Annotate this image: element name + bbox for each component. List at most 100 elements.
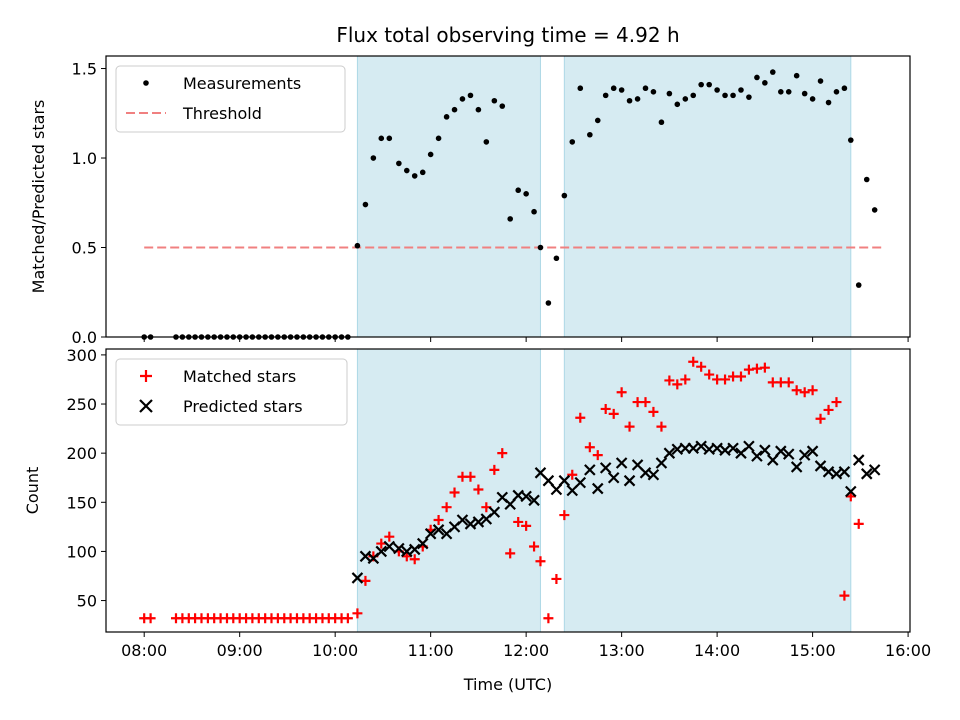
measurement-point [634, 96, 641, 102]
x-tick-label: 13:00 [599, 641, 645, 660]
x-tick-label: 09:00 [217, 641, 263, 660]
predicted-star-point [647, 469, 660, 481]
measurement-point [871, 207, 878, 213]
matched-star-point [823, 404, 834, 415]
matched-star-point [376, 538, 387, 549]
measurement-point [587, 131, 593, 138]
matched-star-point [839, 590, 850, 601]
predicted-star-point [806, 445, 819, 457]
predicted-star-point [751, 450, 763, 462]
x-tick-label: 11:00 [408, 641, 454, 660]
predicted-star-point [663, 447, 676, 459]
predicted-star-point [845, 485, 857, 498]
matched-star-point [815, 413, 826, 424]
y-tick-label: 50 [77, 592, 97, 611]
y-tick-label: 1.5 [72, 60, 97, 79]
measurement-point [435, 135, 442, 142]
y-tick-label: 1.0 [72, 149, 97, 168]
y-axis-label: Count [23, 467, 42, 515]
predicted-star-point [393, 542, 405, 555]
measurement-point [569, 139, 576, 145]
measurement-point [785, 88, 792, 95]
shaded-interval-2 [563, 348, 852, 633]
measurement-point [561, 192, 568, 199]
matched-star-point [384, 531, 395, 542]
matched-star-point [489, 464, 500, 475]
y-tick-label: 250 [66, 395, 97, 414]
predicted-star-point [798, 449, 811, 461]
measurement-point [817, 78, 824, 84]
measurement-point [682, 96, 689, 102]
matched-star-point [672, 379, 683, 390]
matched-star-point [584, 442, 595, 453]
matched-star-point [783, 377, 794, 388]
y-tick-label: 0.0 [72, 328, 97, 347]
measurement-point [386, 135, 393, 142]
measurement-point [491, 97, 498, 104]
measurement-point [378, 135, 385, 142]
measurement-point [483, 139, 490, 145]
measurement-point [642, 85, 649, 92]
predicted-star-point [655, 457, 668, 469]
chart-title: Flux total observing time = 4.92 h [336, 23, 679, 47]
measurement-point [499, 103, 506, 109]
matched-star-point [845, 491, 856, 502]
matched-star-point [513, 516, 524, 527]
measurement-point [833, 88, 840, 95]
predicted-star-point [375, 545, 388, 558]
measurement-point [658, 119, 665, 126]
measurement-point [825, 99, 832, 106]
matched-star-point [342, 613, 353, 624]
legend-label: Matched stars [183, 367, 296, 386]
predicted-star-point [695, 440, 707, 453]
matched-star-point [735, 371, 746, 382]
matched-star-point [759, 362, 770, 373]
measurement-point [618, 87, 625, 93]
measurement-point [443, 114, 450, 120]
measurement-point [419, 169, 426, 176]
measurement-point [610, 85, 617, 92]
predicted-star-point [767, 454, 779, 466]
measurement-point [467, 92, 474, 99]
measurement-point [722, 92, 728, 99]
x-tick-label: 08:00 [121, 641, 167, 660]
matched-star-point [409, 554, 420, 565]
measurement-point [690, 92, 697, 99]
predicted-star-point [615, 457, 628, 469]
measurement-point [545, 300, 552, 306]
measurement-point [674, 101, 681, 108]
axes-frame [105, 348, 911, 633]
measurement-point [475, 106, 482, 113]
measurement-point [714, 87, 720, 93]
predicted-star-point [759, 444, 771, 456]
predicted-star-point [623, 474, 636, 487]
legend-marker-plus [140, 370, 152, 382]
shaded-interval-2 [563, 55, 852, 338]
measurement-point [370, 155, 377, 161]
measurement-point [793, 72, 800, 79]
measurement-point [537, 244, 544, 251]
predicted-star-point [607, 471, 620, 484]
matched-star-point [664, 375, 675, 386]
measurement-point [515, 187, 522, 194]
matched-star-point [696, 361, 707, 372]
measurement-point [754, 74, 760, 81]
matched-star-point [543, 613, 554, 624]
predicted-star-point [408, 543, 421, 556]
predicted-star-point [528, 494, 540, 507]
matched-star-point [449, 487, 460, 498]
measurement-point [396, 160, 402, 167]
measurement-point [553, 255, 560, 262]
measurement-point [769, 69, 776, 75]
matched-star-point [433, 514, 444, 525]
predicted-star-point [860, 468, 873, 480]
matched-star-point [807, 385, 818, 396]
matched-star-point [600, 403, 611, 414]
measurement-point [427, 151, 434, 158]
matched-star-point [608, 408, 619, 419]
predicted-star-point [727, 442, 739, 455]
matched-star-point [505, 548, 516, 559]
matched-star-point [567, 469, 578, 480]
x-tick-label: 12:00 [503, 641, 549, 660]
predicted-star-point [520, 490, 532, 503]
